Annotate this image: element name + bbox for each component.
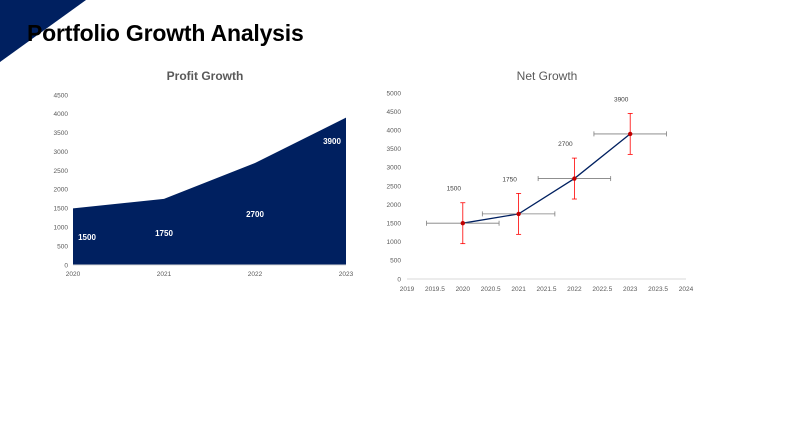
x-tick-label: 2021 (157, 271, 172, 278)
y-tick-label: 1000 (387, 239, 402, 246)
y-tick-label: 4500 (54, 92, 69, 99)
x-tick-label: 2021 (511, 286, 526, 293)
x-tick-label: 2022.5 (592, 286, 612, 293)
data-point (460, 221, 465, 226)
y-tick-label: 3500 (387, 146, 402, 153)
data-point (516, 211, 521, 217)
y-tick-label: 0 (397, 276, 401, 283)
y-tick-label: 500 (57, 243, 68, 250)
y-tick-label: 0 (64, 262, 68, 269)
page-title: Portfolio Growth Analysis (27, 20, 304, 46)
net-growth-chart-title: Net Growth (516, 69, 578, 83)
y-tick-label: 1500 (387, 221, 402, 228)
x-tick-label: 2020 (456, 286, 471, 293)
y-tick-label: 2500 (387, 183, 402, 190)
data-label: 2700 (558, 141, 573, 148)
y-tick-label: 500 (390, 258, 401, 265)
series-line (462, 133, 631, 224)
profit-growth-chart-title: Profit Growth (166, 69, 244, 83)
data-label: 2700 (246, 210, 264, 219)
x-tick-label: 2023 (339, 271, 354, 278)
y-tick-label: 2000 (54, 187, 69, 194)
data-label: 1750 (155, 229, 173, 238)
y-tick-label: 1000 (54, 225, 69, 232)
x-tick-label: 2023.5 (648, 286, 668, 293)
y-tick-label: 3000 (387, 165, 402, 172)
y-tick-label: 4000 (54, 111, 69, 118)
area-series (73, 117, 346, 266)
data-label: 3900 (323, 137, 341, 146)
data-label: 1500 (78, 233, 96, 242)
y-tick-label: 2500 (54, 168, 69, 175)
x-tick-label: 2024 (679, 286, 694, 293)
y-tick-label: 4500 (387, 109, 402, 116)
x-tick-label: 2022 (248, 271, 263, 278)
y-tick-label: 4000 (387, 128, 402, 135)
x-tick-label: 2022 (567, 286, 582, 293)
y-tick-label: 1500 (54, 206, 69, 213)
x-tick-label: 2020.5 (481, 286, 501, 293)
y-tick-label: 3000 (54, 149, 69, 156)
x-tick-label: 2019 (400, 286, 415, 293)
data-label: 1500 (447, 186, 462, 193)
y-tick-label: 5000 (387, 90, 402, 97)
y-tick-label: 3500 (54, 130, 69, 137)
x-tick-label: 2021.5 (537, 286, 557, 293)
data-label: 1750 (502, 176, 517, 183)
data-point (572, 176, 577, 181)
x-tick-label: 2019.5 (425, 286, 445, 293)
y-tick-label: 2000 (387, 202, 402, 209)
data-label: 3900 (614, 96, 629, 103)
data-point (628, 131, 633, 137)
corner-decoration (0, 0, 86, 62)
x-tick-label: 2020 (66, 271, 81, 278)
x-tick-label: 2023 (623, 286, 638, 293)
